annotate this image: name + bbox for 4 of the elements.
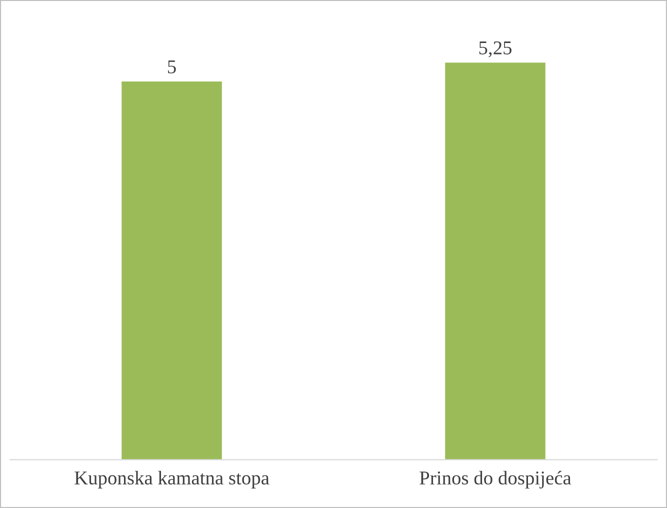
data-label: 5	[168, 60, 176, 74]
x-tick-label: Kuponska kamatna stopa	[74, 470, 270, 488]
data-label: 5,25	[479, 41, 512, 58]
x-tick-label: Prinos do dospijeća	[420, 470, 572, 489]
